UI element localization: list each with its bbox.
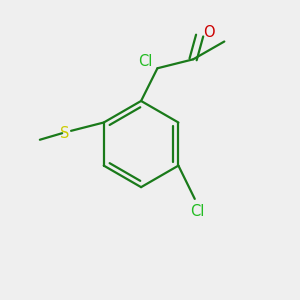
Text: Cl: Cl	[190, 204, 205, 219]
Text: O: O	[203, 25, 215, 40]
Text: S: S	[60, 126, 69, 141]
Text: Cl: Cl	[138, 54, 152, 69]
